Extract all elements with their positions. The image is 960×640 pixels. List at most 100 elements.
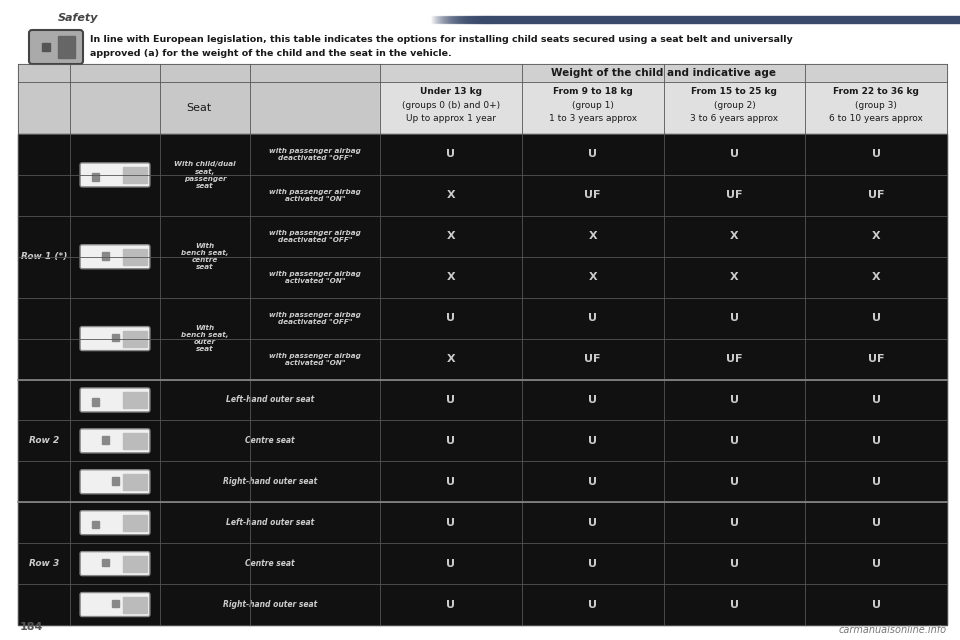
Bar — [467, 16, 468, 23]
Text: U: U — [588, 395, 597, 405]
Text: U: U — [446, 477, 455, 487]
Bar — [441, 16, 442, 23]
Bar — [485, 16, 486, 23]
FancyBboxPatch shape — [80, 326, 150, 351]
Text: U: U — [730, 395, 739, 405]
Bar — [92, 173, 99, 180]
Text: Weight of the child and indicative age: Weight of the child and indicative age — [551, 68, 776, 78]
Text: U: U — [730, 559, 739, 568]
Bar — [442, 16, 443, 23]
Text: U: U — [588, 559, 597, 568]
Bar — [102, 252, 109, 260]
Text: U: U — [588, 518, 597, 528]
Text: UF: UF — [868, 354, 884, 364]
Text: Left-hand outer seat: Left-hand outer seat — [226, 518, 314, 527]
Bar — [380, 134, 521, 175]
Bar — [663, 502, 805, 543]
Text: X: X — [730, 231, 738, 241]
Bar — [805, 543, 947, 584]
Text: U: U — [872, 477, 880, 487]
Bar — [486, 16, 487, 23]
Text: carmanualsonline.info: carmanualsonline.info — [839, 625, 947, 635]
Bar — [663, 461, 805, 502]
Text: X: X — [730, 272, 738, 282]
Bar — [452, 16, 453, 23]
Bar — [250, 584, 380, 625]
Bar — [18, 380, 70, 420]
Bar — [482, 16, 483, 23]
Bar — [18, 257, 70, 298]
Text: U: U — [730, 150, 739, 159]
Bar — [521, 216, 663, 257]
Bar — [160, 216, 250, 257]
Text: U: U — [446, 559, 455, 568]
Bar — [805, 175, 947, 216]
Text: X: X — [872, 272, 880, 282]
Bar — [480, 16, 481, 23]
FancyBboxPatch shape — [80, 388, 150, 412]
Bar — [92, 398, 99, 406]
Text: X: X — [446, 190, 455, 200]
Bar — [443, 16, 444, 23]
Bar — [18, 134, 70, 175]
Text: U: U — [446, 313, 455, 323]
Text: Row 1 (*): Row 1 (*) — [21, 252, 67, 261]
Bar — [805, 380, 947, 420]
Bar — [462, 16, 463, 23]
Bar — [521, 257, 663, 298]
Text: U: U — [446, 518, 455, 528]
Text: with passenger airbag
deactivated "OFF": with passenger airbag deactivated "OFF" — [269, 230, 361, 243]
Bar — [430, 16, 431, 23]
Bar — [431, 16, 432, 23]
Bar — [18, 82, 380, 134]
Bar — [477, 16, 478, 23]
Text: with passenger airbag
activated "ON": with passenger airbag activated "ON" — [269, 271, 361, 284]
Text: From 22 to 36 kg: From 22 to 36 kg — [833, 87, 919, 96]
Bar — [380, 339, 521, 380]
Bar — [521, 175, 663, 216]
Text: Seat: Seat — [186, 103, 211, 113]
Bar — [92, 521, 99, 528]
FancyBboxPatch shape — [80, 470, 150, 494]
Bar — [457, 16, 458, 23]
Text: X: X — [446, 272, 455, 282]
Bar — [160, 298, 250, 339]
FancyBboxPatch shape — [80, 593, 150, 616]
Bar — [111, 334, 119, 341]
Text: U: U — [730, 313, 739, 323]
Bar — [160, 175, 250, 216]
Text: UF: UF — [726, 190, 743, 200]
Text: U: U — [446, 150, 455, 159]
Bar — [18, 175, 70, 216]
Bar — [123, 249, 147, 265]
Bar — [448, 16, 449, 23]
Bar — [453, 16, 454, 23]
Bar — [380, 82, 521, 134]
Bar — [805, 584, 947, 625]
Bar — [102, 436, 109, 444]
Bar — [663, 298, 805, 339]
Text: Under 13 kg: Under 13 kg — [420, 87, 482, 96]
Bar — [380, 584, 521, 625]
Bar — [521, 502, 663, 543]
Bar — [70, 339, 160, 380]
Text: In line with European legislation, this table indicates the options for installi: In line with European legislation, this … — [90, 35, 793, 45]
Bar — [445, 16, 446, 23]
Bar — [160, 134, 250, 175]
Bar — [476, 16, 477, 23]
Bar — [487, 16, 488, 23]
Bar — [70, 298, 160, 339]
Bar — [474, 16, 475, 23]
Bar — [521, 82, 663, 134]
Bar — [663, 420, 805, 461]
Bar — [466, 16, 467, 23]
Bar — [451, 16, 452, 23]
Bar — [70, 543, 160, 584]
Bar — [160, 502, 250, 543]
Bar — [380, 420, 521, 461]
Text: Centre seat: Centre seat — [245, 436, 295, 445]
Bar — [70, 380, 160, 420]
Bar — [18, 461, 70, 502]
Bar — [461, 16, 462, 23]
Bar — [663, 380, 805, 420]
